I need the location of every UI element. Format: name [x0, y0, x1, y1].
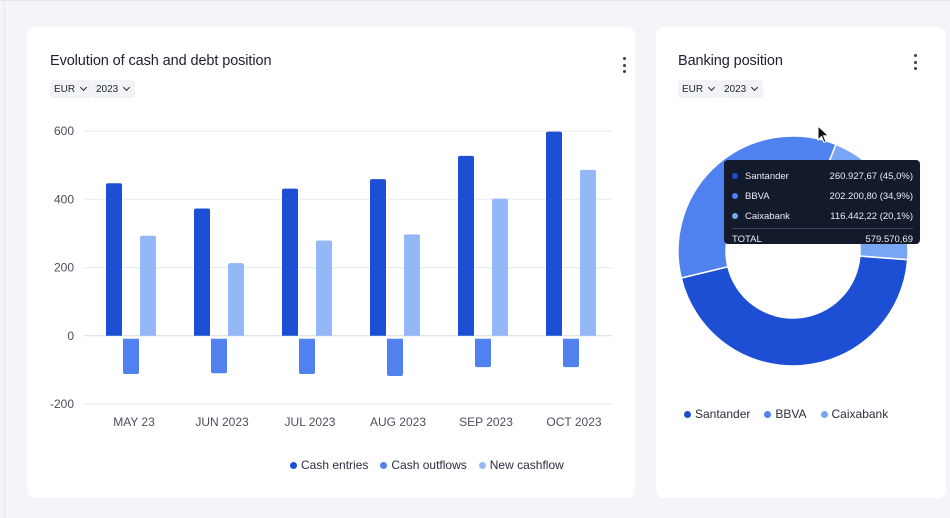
- tooltip-row-total: TOTAL 579.570,69: [732, 228, 913, 250]
- legend-label: Caixabank: [831, 407, 889, 421]
- tooltip-row-bbva: BBVA 202.200,80 (34,9%): [732, 186, 913, 206]
- x-tick-label: OCT 2023: [546, 415, 601, 429]
- bar-cash-entries[interactable]: [194, 208, 210, 336]
- legend-dot: [684, 410, 691, 418]
- bar-cash-outflows[interactable]: [123, 338, 139, 374]
- tooltip-total-label: TOTAL: [732, 234, 762, 245]
- tooltip-name: BBVA: [745, 190, 770, 202]
- cash-debt-title: Evolution of cash and debt position: [50, 53, 272, 69]
- x-tick-label: SEP 2023: [459, 415, 513, 429]
- x-tick-label: AUG 2023: [370, 415, 426, 429]
- tooltip-value: 260.927,67 (45,0%): [829, 170, 913, 182]
- bank-year-dropdown[interactable]: 2023: [720, 80, 764, 98]
- cash-currency-value: EUR: [54, 83, 76, 95]
- x-tick-label: JUN 2023: [195, 415, 249, 429]
- tooltip-value: 116.442,22 (20,1%): [830, 210, 913, 222]
- bar-new-cashflow[interactable]: [492, 198, 508, 336]
- bar-new-cashflow[interactable]: [140, 235, 156, 336]
- bar-cash-outflows[interactable]: [387, 338, 403, 377]
- y-tick-label: 600: [54, 124, 74, 138]
- bank-year-value: 2023: [724, 83, 747, 95]
- tooltip-total-value: 579.570,69: [865, 234, 913, 245]
- cash-currency-dropdown[interactable]: EUR: [50, 80, 93, 98]
- donut-tooltip: Santander 260.927,67 (45,0%) BBVA 202.20…: [724, 160, 920, 245]
- tooltip-name: Santander: [745, 170, 789, 182]
- bar-new-cashflow[interactable]: [228, 263, 244, 336]
- tooltip-value: 202.200,80 (34,9%): [829, 190, 913, 202]
- bank-currency-value: EUR: [682, 83, 704, 95]
- bar-cash-entries[interactable]: [282, 188, 298, 336]
- cash-bar-chart: 600 400 200 0 -200 MAY 23 JUN 2023 JUL 2023 AUG…: [50, 124, 612, 429]
- banking-chart-legend: Santander BBVA Caixabank: [684, 407, 888, 421]
- cash-year-dropdown[interactable]: 2023: [92, 80, 136, 98]
- bar-new-cashflow[interactable]: [404, 234, 420, 336]
- cash-more-options-icon[interactable]: [617, 57, 631, 73]
- bar-cash-entries[interactable]: [458, 155, 474, 336]
- bank-currency-dropdown[interactable]: EUR: [678, 80, 721, 98]
- cash-chart-legend: Cash entries Cash outflows New cashflow: [290, 458, 564, 472]
- legend-label: Cash outflows: [391, 458, 467, 472]
- bar-new-cashflow[interactable]: [580, 169, 596, 336]
- legend-santander[interactable]: Santander: [684, 407, 750, 421]
- legend-cash-entries[interactable]: Cash entries: [290, 458, 368, 472]
- y-tick-label: 200: [54, 261, 74, 275]
- bank-more-options-icon[interactable]: [908, 54, 922, 70]
- legend-label: Cash entries: [301, 458, 369, 472]
- legend-label: Santander: [695, 407, 751, 421]
- legend-bbva[interactable]: BBVA: [764, 407, 807, 421]
- cash-year-value: 2023: [96, 83, 119, 95]
- bar-cash-outflows[interactable]: [563, 338, 579, 368]
- bar-cash-outflows[interactable]: [299, 338, 315, 374]
- legend-new-cashflow[interactable]: New cashflow: [478, 458, 564, 472]
- legend-dot: [820, 410, 828, 418]
- legend-label: New cashflow: [489, 458, 564, 472]
- bar-cash-entries[interactable]: [106, 183, 122, 336]
- legend-caixabank[interactable]: Caixabank: [820, 407, 889, 421]
- tooltip-dot: [732, 173, 738, 179]
- legend-cash-outflows[interactable]: Cash outflows: [380, 458, 467, 472]
- tooltip-row-caixabank: Caixabank 116.442,22 (20,1%): [732, 206, 913, 226]
- x-tick-label: MAY 23: [113, 415, 155, 429]
- x-tick-label: JUL 2023: [285, 415, 336, 429]
- mouse-cursor-icon: [817, 125, 830, 144]
- y-tick-label: 400: [54, 192, 74, 206]
- bar-cash-outflows[interactable]: [211, 338, 227, 374]
- donut-slice-santander[interactable]: [680, 255, 909, 367]
- tooltip-name: Caixabank: [745, 210, 790, 222]
- tooltip-dot: [732, 213, 738, 219]
- legend-label: BBVA: [775, 407, 807, 421]
- tooltip-dot: [732, 193, 738, 199]
- bar-new-cashflow[interactable]: [316, 240, 332, 336]
- y-tick-label: 0: [67, 329, 74, 343]
- bar-cash-entries[interactable]: [546, 131, 562, 336]
- legend-dot: [764, 410, 772, 418]
- y-tick-label: -200: [50, 397, 74, 411]
- tooltip-row-santander: Santander 260.927,67 (45,0%): [732, 166, 913, 186]
- bar-cash-entries[interactable]: [370, 179, 386, 336]
- cash-debt-card: Evolution of cash and debt position EUR …: [27, 27, 635, 498]
- legend-dot: [478, 461, 486, 469]
- bar-cash-outflows[interactable]: [475, 338, 491, 368]
- legend-dot: [290, 461, 297, 469]
- legend-dot: [380, 461, 388, 469]
- banking-position-card: Banking position EUR 2023 Santander BBVA…: [656, 27, 946, 498]
- banking-title: Banking position: [678, 53, 783, 69]
